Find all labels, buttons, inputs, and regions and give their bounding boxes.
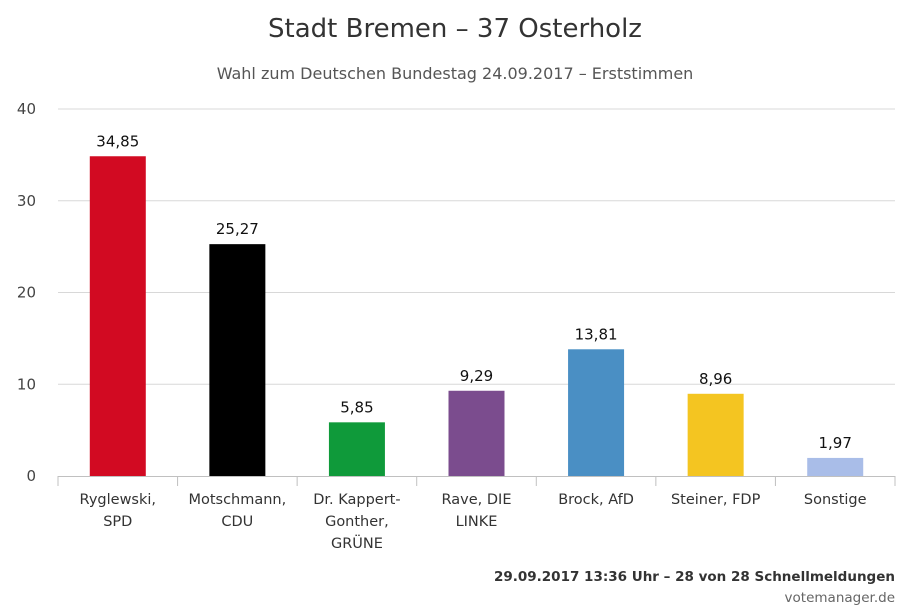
bar[interactable] bbox=[89, 156, 146, 476]
data-label: 9,29 bbox=[460, 367, 493, 385]
x-tick-label: Brock, AfD bbox=[558, 492, 634, 508]
y-tick-label: 40 bbox=[17, 100, 36, 118]
footer-source[interactable]: votemanager.de bbox=[785, 590, 895, 606]
data-label: 25,27 bbox=[216, 220, 259, 238]
y-tick-label: 30 bbox=[17, 192, 36, 210]
bar[interactable] bbox=[209, 244, 266, 476]
x-tick-label: Ryglewski, SPD bbox=[80, 492, 156, 530]
bar[interactable] bbox=[328, 422, 385, 476]
bar[interactable] bbox=[448, 390, 505, 476]
bar[interactable] bbox=[687, 393, 744, 476]
data-label: 13,81 bbox=[575, 325, 618, 343]
bar[interactable] bbox=[807, 457, 864, 476]
footer-status: 29.09.2017 13:36 Uhr – 28 von 28 Schnell… bbox=[494, 569, 895, 585]
data-label: 34,85 bbox=[96, 132, 139, 150]
data-label: 8,96 bbox=[699, 370, 732, 388]
y-tick-label: 20 bbox=[17, 284, 36, 302]
x-tick-label: Dr. Kappert-Gonther, GRÜNE bbox=[313, 492, 400, 552]
data-labels: 34,85 25,27 5,85 9,29 13,81 8,96 1,97 bbox=[96, 132, 852, 452]
bar[interactable] bbox=[568, 349, 625, 476]
x-tick-label: Sonstige bbox=[804, 492, 867, 508]
x-axis: Ryglewski, SPD Motschmann, CDU Dr. Kappert-G… bbox=[57, 476, 896, 552]
data-label: 1,97 bbox=[819, 434, 852, 452]
x-tick-label: Rave, DIE LINKE bbox=[442, 492, 512, 530]
y-tick-label: 10 bbox=[17, 375, 36, 393]
bars bbox=[89, 156, 864, 476]
data-label: 5,85 bbox=[340, 398, 373, 416]
x-tick-label: Motschmann, CDU bbox=[188, 492, 286, 530]
chart-subtitle: Wahl zum Deutschen Bundestag 24.09.2017 … bbox=[217, 64, 694, 83]
y-tick-label: 0 bbox=[26, 467, 36, 485]
chart-title: Stadt Bremen – 37 Osterholz bbox=[268, 14, 642, 44]
x-tick-label: Steiner, FDP bbox=[671, 492, 761, 508]
grid: 0 10 20 30 40 bbox=[17, 100, 895, 485]
